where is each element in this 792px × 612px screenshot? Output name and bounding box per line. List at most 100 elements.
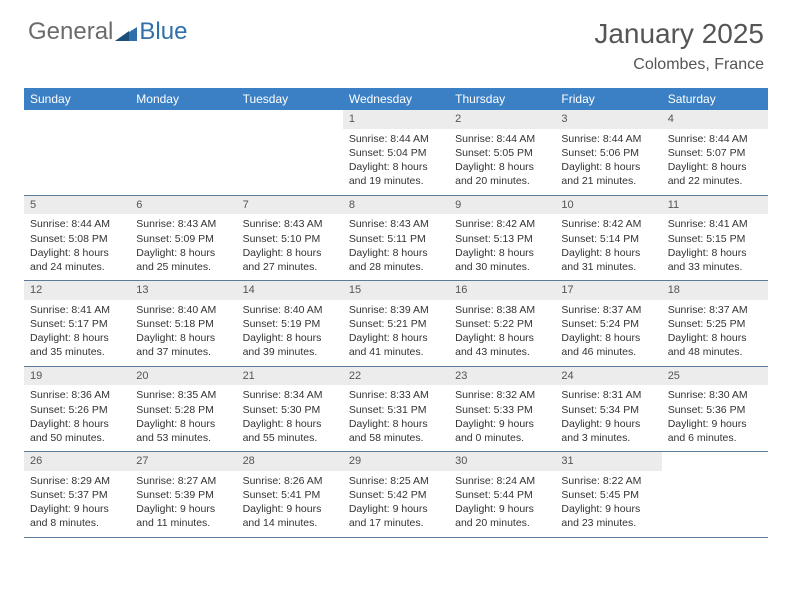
day-number: 1 xyxy=(343,110,449,129)
day-number: 30 xyxy=(449,452,555,471)
calendar-day-cell: 10Sunrise: 8:42 AMSunset: 5:14 PMDayligh… xyxy=(555,195,661,281)
sunrise-text: Sunrise: 8:37 AM xyxy=(668,303,762,317)
day-number: 11 xyxy=(662,196,768,215)
calendar-day-cell: 6Sunrise: 8:43 AMSunset: 5:09 PMDaylight… xyxy=(130,195,236,281)
calendar-day-cell: 15Sunrise: 8:39 AMSunset: 5:21 PMDayligh… xyxy=(343,281,449,367)
title-block: January 2025 Colombes, France xyxy=(594,18,764,74)
day-content: Sunrise: 8:39 AMSunset: 5:21 PMDaylight:… xyxy=(343,300,449,366)
daylight-text: Daylight: 8 hours and 50 minutes. xyxy=(30,417,124,445)
logo: General Blue xyxy=(28,18,187,46)
day-number: 28 xyxy=(237,452,343,471)
sunrise-text: Sunrise: 8:37 AM xyxy=(561,303,655,317)
calendar-day-cell: 27 Sunrise: 8:27 AMSunset: 5:39 PMDayligh… xyxy=(130,452,236,538)
calendar-day-cell: 12Sunrise: 8:41 AMSunset: 5:17 PMDayligh… xyxy=(24,281,130,367)
sunset-text: Sunset: 5:05 PM xyxy=(455,146,549,160)
day-content: Sunrise: 8:22 AMSunset: 5:45 PMDaylight:… xyxy=(555,471,661,537)
day-number: 22 xyxy=(343,367,449,386)
logo-text-general: General xyxy=(28,18,113,46)
sunrise-text: Sunrise: 8:44 AM xyxy=(455,132,549,146)
sunset-text: Sunset: 5:11 PM xyxy=(349,232,443,246)
sunset-text: Sunset: 5:31 PM xyxy=(349,403,443,417)
calendar-day-cell: 14Sunrise: 8:40 AMSunset: 5:19 PMDayligh… xyxy=(237,281,343,367)
day-number: 6 xyxy=(130,196,236,215)
calendar-day-cell: 24Sunrise: 8:31 AMSunset: 5:34 PMDayligh… xyxy=(555,366,661,452)
sunrise-text: Sunrise: 8:31 AM xyxy=(561,388,655,402)
sunrise-text: Sunrise: 8:24 AM xyxy=(455,474,549,488)
sunset-text: Sunset: 5:45 PM xyxy=(561,488,655,502)
calendar-day-cell: 26 Sunrise: 8:29 AMSunset: 5:37 PMDayligh… xyxy=(24,452,130,538)
day-content: Sunrise: 8:42 AMSunset: 5:13 PMDaylight:… xyxy=(449,214,555,280)
sunset-text: Sunset: 5:04 PM xyxy=(349,146,443,160)
calendar-week-row: 1Sunrise: 8:44 AMSunset: 5:04 PMDaylight… xyxy=(24,110,768,195)
day-number: 9 xyxy=(449,196,555,215)
calendar-day-cell: 28Sunrise: 8:26 AMSunset: 5:41 PMDayligh… xyxy=(237,452,343,538)
daylight-text: Daylight: 9 hours and 23 minutes. xyxy=(561,502,655,530)
sunrise-text: Sunrise: 8:29 AM xyxy=(30,474,124,488)
calendar-day-cell: 17Sunrise: 8:37 AMSunset: 5:24 PMDayligh… xyxy=(555,281,661,367)
day-content: Sunrise: 8:40 AMSunset: 5:18 PMDaylight:… xyxy=(130,300,236,366)
daylight-text: Daylight: 9 hours and 17 minutes. xyxy=(349,502,443,530)
sunset-text: Sunset: 5:37 PM xyxy=(30,488,124,502)
sunset-text: Sunset: 5:42 PM xyxy=(349,488,443,502)
sunrise-text: Sunrise: 8:44 AM xyxy=(349,132,443,146)
sunrise-text: Sunrise: 8:39 AM xyxy=(349,303,443,317)
daylight-text: Daylight: 8 hours and 20 minutes. xyxy=(455,160,549,188)
calendar-day-cell: 7Sunrise: 8:43 AMSunset: 5:10 PMDaylight… xyxy=(237,195,343,281)
sunrise-text: Sunrise: 8:41 AM xyxy=(30,303,124,317)
calendar-day-cell: 23Sunrise: 8:32 AMSunset: 5:33 PMDayligh… xyxy=(449,366,555,452)
weekday-header: Wednesday xyxy=(343,88,449,110)
calendar-day-cell: 4Sunrise: 8:44 AMSunset: 5:07 PMDaylight… xyxy=(662,110,768,195)
daylight-text: Daylight: 9 hours and 11 minutes. xyxy=(136,502,230,530)
sunset-text: Sunset: 5:22 PM xyxy=(455,317,549,331)
day-content: Sunrise: 8:43 AMSunset: 5:10 PMDaylight:… xyxy=(237,214,343,280)
sunset-text: Sunset: 5:25 PM xyxy=(668,317,762,331)
daylight-text: Daylight: 8 hours and 21 minutes. xyxy=(561,160,655,188)
sunrise-text: Sunrise: 8:43 AM xyxy=(349,217,443,231)
daylight-text: Daylight: 8 hours and 58 minutes. xyxy=(349,417,443,445)
day-number: 18 xyxy=(662,281,768,300)
day-number: 26 xyxy=(24,452,130,471)
daylight-text: Daylight: 8 hours and 55 minutes. xyxy=(243,417,337,445)
day-number: 7 xyxy=(237,196,343,215)
sunset-text: Sunset: 5:24 PM xyxy=(561,317,655,331)
sunrise-text: Sunrise: 8:22 AM xyxy=(561,474,655,488)
calendar-day-cell: 16Sunrise: 8:38 AMSunset: 5:22 PMDayligh… xyxy=(449,281,555,367)
day-number: 8 xyxy=(343,196,449,215)
day-content: Sunrise: 8:26 AMSunset: 5:41 PMDaylight:… xyxy=(237,471,343,537)
header: General Blue January 2025 Colombes, Fran… xyxy=(0,0,792,82)
calendar-week-row: 19Sunrise: 8:36 AMSunset: 5:26 PMDayligh… xyxy=(24,366,768,452)
day-content: Sunrise: 8:40 AMSunset: 5:19 PMDaylight:… xyxy=(237,300,343,366)
sunrise-text: Sunrise: 8:44 AM xyxy=(30,217,124,231)
calendar-day-cell: 8Sunrise: 8:43 AMSunset: 5:11 PMDaylight… xyxy=(343,195,449,281)
sunset-text: Sunset: 5:30 PM xyxy=(243,403,337,417)
day-content: Sunrise: 8:37 AMSunset: 5:25 PMDaylight:… xyxy=(662,300,768,366)
sunrise-text: Sunrise: 8:42 AM xyxy=(561,217,655,231)
sunrise-text: Sunrise: 8:32 AM xyxy=(455,388,549,402)
day-content: Sunrise: 8:42 AMSunset: 5:14 PMDaylight:… xyxy=(555,214,661,280)
sunrise-text: Sunrise: 8:40 AM xyxy=(243,303,337,317)
day-content: Sunrise: 8:43 AMSunset: 5:11 PMDaylight:… xyxy=(343,214,449,280)
calendar-day-cell: 21Sunrise: 8:34 AMSunset: 5:30 PMDayligh… xyxy=(237,366,343,452)
sunset-text: Sunset: 5:08 PM xyxy=(30,232,124,246)
daylight-text: Daylight: 9 hours and 8 minutes. xyxy=(30,502,124,530)
day-number: 27 xyxy=(130,452,236,471)
sunset-text: Sunset: 5:36 PM xyxy=(668,403,762,417)
calendar-week-row: 26Sunrise: 8:29 AMSunset: 5:37 PMDayligh… xyxy=(24,452,768,538)
day-content: Sunrise: 8:25 AMSunset: 5:42 PMDaylight:… xyxy=(343,471,449,537)
day-content: Sunrise: 8:33 AMSunset: 5:31 PMDaylight:… xyxy=(343,385,449,451)
month-title: January 2025 xyxy=(594,18,764,50)
weekday-header: Thursday xyxy=(449,88,555,110)
calendar-day-cell: 5Sunrise: 8:44 AMSunset: 5:08 PMDaylight… xyxy=(24,195,130,281)
day-number: 21 xyxy=(237,367,343,386)
day-number: 24 xyxy=(555,367,661,386)
daylight-text: Daylight: 8 hours and 46 minutes. xyxy=(561,331,655,359)
location: Colombes, France xyxy=(594,56,764,74)
calendar-day-cell: 22Sunrise: 8:33 AMSunset: 5:31 PMDayligh… xyxy=(343,366,449,452)
sunset-text: Sunset: 5:39 PM xyxy=(136,488,230,502)
sunrise-text: Sunrise: 8:27 AM xyxy=(136,474,230,488)
sunrise-text: Sunrise: 8:43 AM xyxy=(136,217,230,231)
calendar-day-cell: 19Sunrise: 8:36 AMSunset: 5:26 PMDayligh… xyxy=(24,366,130,452)
daylight-text: Daylight: 8 hours and 37 minutes. xyxy=(136,331,230,359)
sunset-text: Sunset: 5:17 PM xyxy=(30,317,124,331)
sunset-text: Sunset: 5:09 PM xyxy=(136,232,230,246)
